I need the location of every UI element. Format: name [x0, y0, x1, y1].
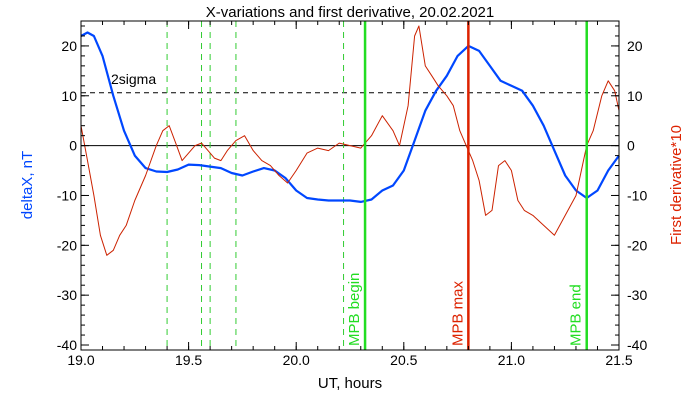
y-tick-label-right-5: -30	[627, 287, 647, 303]
sigma-label: 2sigma	[111, 71, 156, 87]
y-tick-label-left-1: 10	[61, 88, 77, 104]
chart-title: X-variations and first derivative, 20.02…	[206, 4, 495, 21]
y-tick-label-right-6: -40	[627, 337, 647, 353]
y-tick-label-left-0: 20	[61, 38, 77, 54]
x-tick-label-2: 20.0	[283, 352, 310, 368]
x-tick-label-3: 20.5	[390, 352, 417, 368]
y-tick-label-right-4: -20	[627, 237, 647, 253]
y-tick-label-right-1: 10	[627, 88, 643, 104]
y-tick-label-right-0: 20	[627, 38, 643, 54]
series-line-derivative	[80, 25, 620, 256]
series-layer	[80, 25, 620, 256]
axis-ticks: 19.0 19.5 20.0 20.5 21.0 21.5 20 20 10 10 0 0 -10 -10…	[57, 21, 647, 368]
y-tick-label-left-6: -40	[57, 337, 77, 353]
mpb-label-2: MPB end	[568, 284, 585, 346]
y-axis-left-title: deltaX, nT	[19, 151, 36, 219]
mpb-markers: MPB begin MPB max MPB end	[346, 21, 588, 350]
y-tick-label-left-5: -30	[57, 287, 77, 303]
y-tick-label-right-3: -10	[627, 187, 647, 203]
series-line-deltaX	[80, 31, 620, 203]
y-tick-label-left-2: 0	[69, 138, 77, 154]
x-tick-label-4: 21.0	[498, 352, 525, 368]
x-axis-title: UT, hours	[318, 375, 382, 392]
y-axis-right-title: First derivative*10	[668, 125, 685, 245]
mpb-label-1: MPB max	[449, 280, 466, 346]
mpb-label-0: MPB begin	[346, 273, 363, 346]
y-tick-label-left-4: -20	[57, 237, 77, 253]
x-tick-label-1: 19.5	[175, 352, 202, 368]
y-tick-label-right-2: 0	[627, 138, 635, 154]
x-tick-label-5: 21.5	[605, 352, 632, 368]
y-tick-label-left-3: -10	[57, 187, 77, 203]
x-tick-label-0: 19.0	[67, 352, 94, 368]
